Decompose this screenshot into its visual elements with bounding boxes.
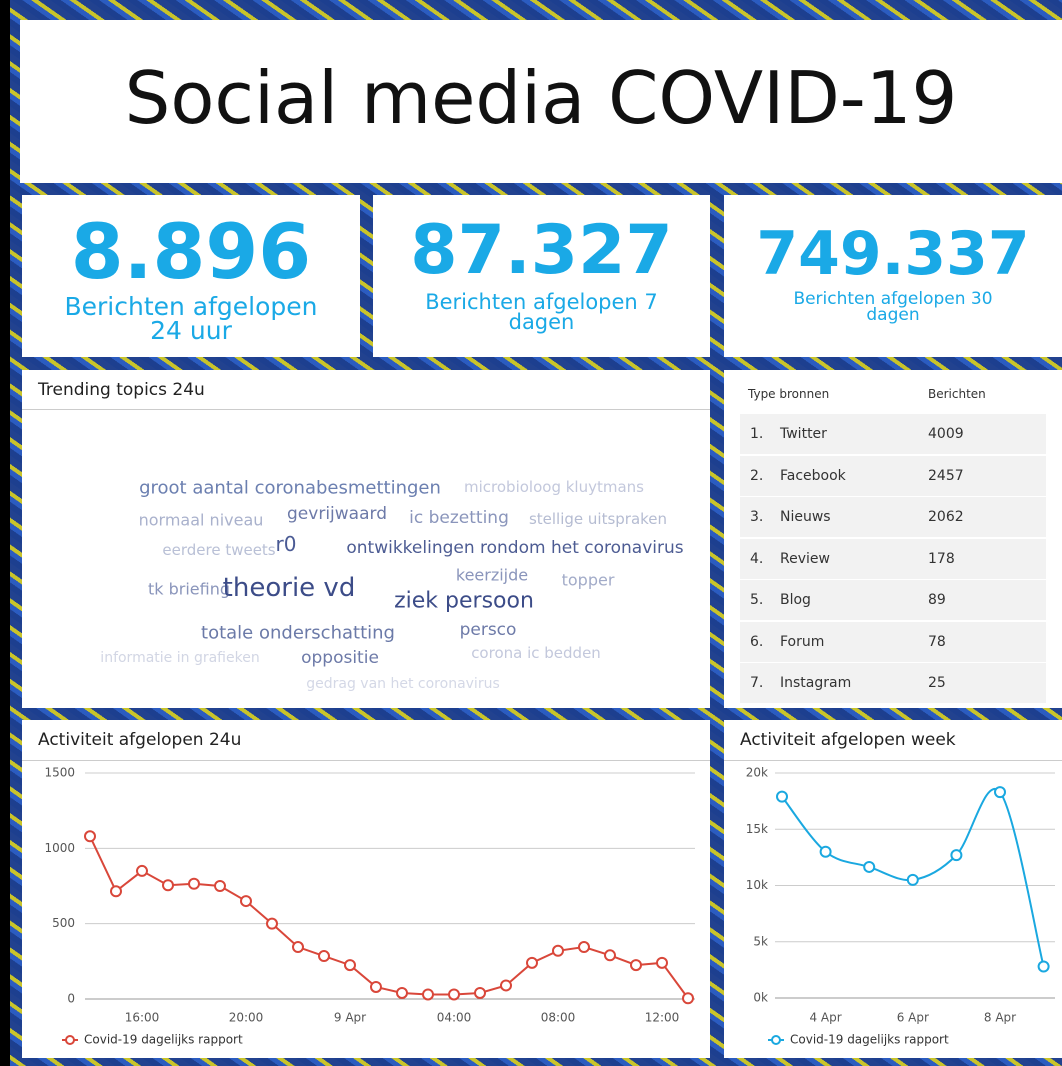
data-point: [397, 988, 407, 998]
legend-marker: [772, 1036, 780, 1044]
x-tick-label: 6 Apr: [897, 1011, 929, 1025]
data-point: [821, 847, 831, 857]
y-tick-label: 1000: [44, 841, 75, 855]
data-point: [908, 875, 918, 885]
x-tick-label: 9 Apr: [334, 1011, 366, 1025]
charts-layer: 0 500 1000 1500 16:00 20:00 9 Apr 04:00 08:00 12:…: [0, 0, 1062, 1066]
data-point: [189, 879, 199, 889]
data-point: [527, 958, 537, 968]
y-tick-label: 10k: [746, 878, 768, 892]
data-point: [371, 982, 381, 992]
y-tick-label: 0: [67, 992, 75, 1006]
data-point: [501, 980, 511, 990]
y-tick-label: 5k: [753, 934, 768, 948]
y-tick-label: 0k: [753, 991, 768, 1005]
data-point: [605, 950, 615, 960]
x-tick-label: 16:00: [125, 1011, 160, 1025]
x-tick-label: 20:00: [229, 1011, 264, 1025]
dashboard: Social media COVID-19 8.896 Berichten af…: [0, 0, 1062, 1066]
x-tick-label: 08:00: [541, 1011, 576, 1025]
data-point: [657, 958, 667, 968]
data-point: [449, 989, 459, 999]
data-point: [579, 942, 589, 952]
legend-marker: [66, 1036, 74, 1044]
y-tick-label: 500: [52, 916, 75, 930]
data-point: [85, 831, 95, 841]
data-point: [683, 993, 693, 1003]
data-point: [215, 881, 225, 891]
x-tick-label: 4 Apr: [809, 1011, 841, 1025]
data-point: [475, 988, 485, 998]
data-point: [137, 866, 147, 876]
data-point: [241, 896, 251, 906]
data-point: [293, 942, 303, 952]
legend-label: Covid-19 dagelijks rapport: [84, 1033, 243, 1047]
x-tick-label: 8 Apr: [984, 1011, 1016, 1025]
x-tick-label: 04:00: [437, 1011, 472, 1025]
data-point: [111, 886, 121, 896]
data-point: [423, 989, 433, 999]
data-point: [267, 919, 277, 929]
data-point: [777, 792, 787, 802]
y-tick-label: 1500: [44, 766, 75, 780]
data-point: [864, 862, 874, 872]
legend-label: Covid-19 dagelijks rapport: [790, 1033, 949, 1047]
data-point: [995, 787, 1005, 797]
y-tick-label: 15k: [746, 822, 768, 836]
data-point: [631, 960, 641, 970]
data-point: [553, 946, 563, 956]
data-point: [1039, 962, 1049, 972]
data-point: [345, 960, 355, 970]
series-line: [90, 836, 688, 998]
x-tick-label: 12:00: [645, 1011, 680, 1025]
data-point: [951, 850, 961, 860]
y-tick-label: 20k: [746, 766, 768, 780]
data-point: [319, 951, 329, 961]
data-point: [163, 880, 173, 890]
